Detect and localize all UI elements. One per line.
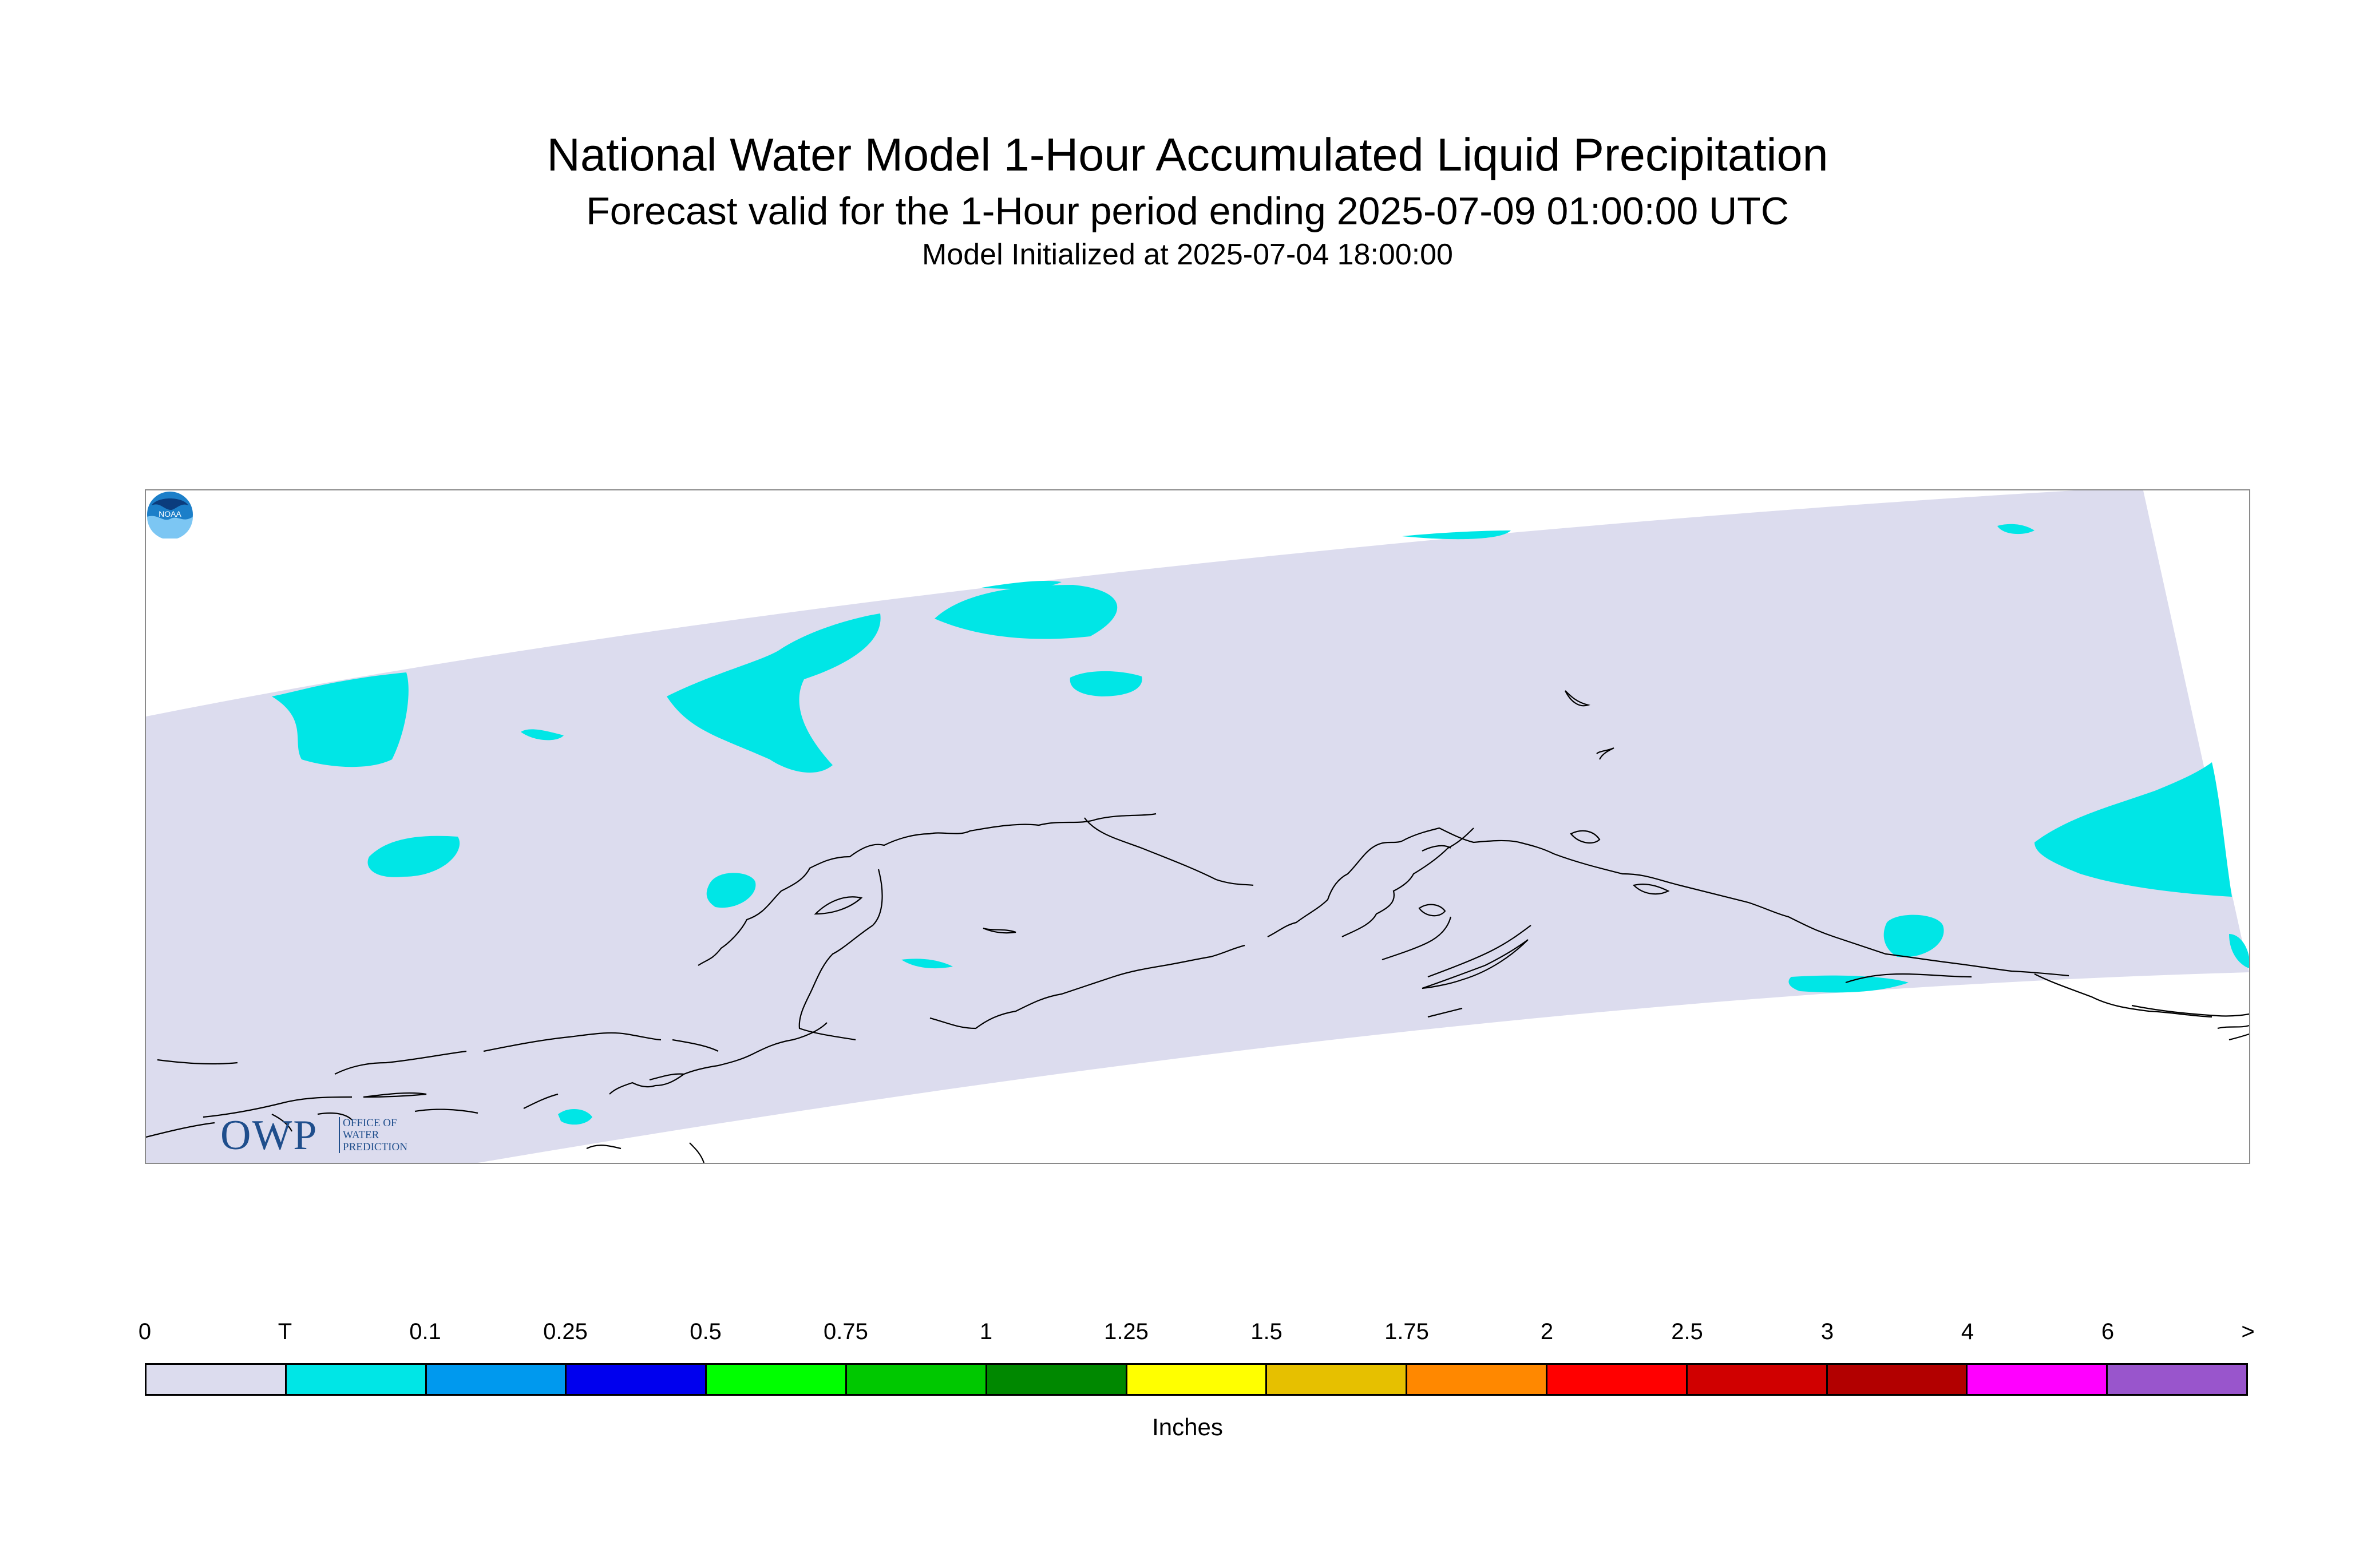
legend-colorbar	[145, 1363, 2248, 1396]
legend-tick-label: >	[2241, 1319, 2255, 1344]
legend-tick-label: 1	[979, 1319, 993, 1344]
map-subtitle: Forecast valid for the 1-Hour period end…	[586, 189, 1789, 233]
legend-color-7	[1127, 1365, 1268, 1394]
map-title: National Water Model 1-Hour Accumulated …	[547, 129, 1828, 181]
legend-tick-label: 3	[1820, 1319, 1834, 1344]
legend-tick-label: 0.25	[543, 1319, 588, 1344]
legend-tick-label: 0.1	[409, 1319, 441, 1344]
legend-tick-label: 0.75	[824, 1319, 868, 1344]
legend-units: Inches	[1152, 1413, 1223, 1440]
legend-color-6	[987, 1365, 1127, 1394]
legend-tick-label: 2.5	[1671, 1319, 1703, 1344]
owp-logo-text: OWP	[220, 1112, 318, 1159]
trace-precip-areas	[272, 524, 2249, 1125]
legend-color-3	[567, 1365, 707, 1394]
legend-color-0	[147, 1365, 287, 1394]
legend-tick-label: 6	[2101, 1319, 2115, 1344]
legend-color-5	[846, 1365, 987, 1394]
coastlines	[146, 690, 2249, 1163]
legend-tick-label: 4	[1961, 1319, 1974, 1344]
owp-logo: OWP OFFICE OF WATER PREDICTION	[220, 1111, 426, 1159]
legend-color-9	[1407, 1365, 1547, 1394]
legend-tick-label: 1.5	[1250, 1319, 1282, 1344]
noaa-logo-text: NOAA	[159, 509, 181, 518]
legend-tick-label: 1.75	[1384, 1319, 1429, 1344]
legend-color-11	[1687, 1365, 1828, 1394]
legend-tick-labels: 0 T 0.1 0.25 0.5 0.75 1 1.25 1.5 1.75 2 2.5 3 4 6 >	[138, 1319, 2255, 1353]
map-canvas	[146, 490, 2249, 1163]
legend-tick-label: 0.5	[690, 1319, 722, 1344]
legend-color-12	[1827, 1365, 1968, 1394]
legend-color-13	[1968, 1365, 2108, 1394]
legend-tick-label: 1.25	[1104, 1319, 1149, 1344]
map-panel: OWP OFFICE OF WATER PREDICTION NOAA	[145, 489, 2250, 1164]
legend-tick-label: T	[278, 1319, 292, 1344]
model-init-line: Model Initialized at 2025-07-04 18:00:00	[922, 238, 1453, 271]
legend-color-2	[426, 1365, 567, 1394]
legend-color-10	[1547, 1365, 1688, 1394]
model-domain	[146, 490, 2249, 1163]
legend-color-8	[1267, 1365, 1408, 1394]
owp-logo-subtext: OFFICE OF WATER PREDICTION	[339, 1117, 423, 1153]
legend-color-14	[2108, 1365, 2246, 1394]
legend-tick-label: 2	[1540, 1319, 1554, 1344]
legend-color-4	[707, 1365, 847, 1394]
legend-tick-label: 0	[138, 1319, 152, 1344]
legend-color-1	[286, 1365, 427, 1394]
noaa-logo: NOAA	[147, 492, 193, 538]
